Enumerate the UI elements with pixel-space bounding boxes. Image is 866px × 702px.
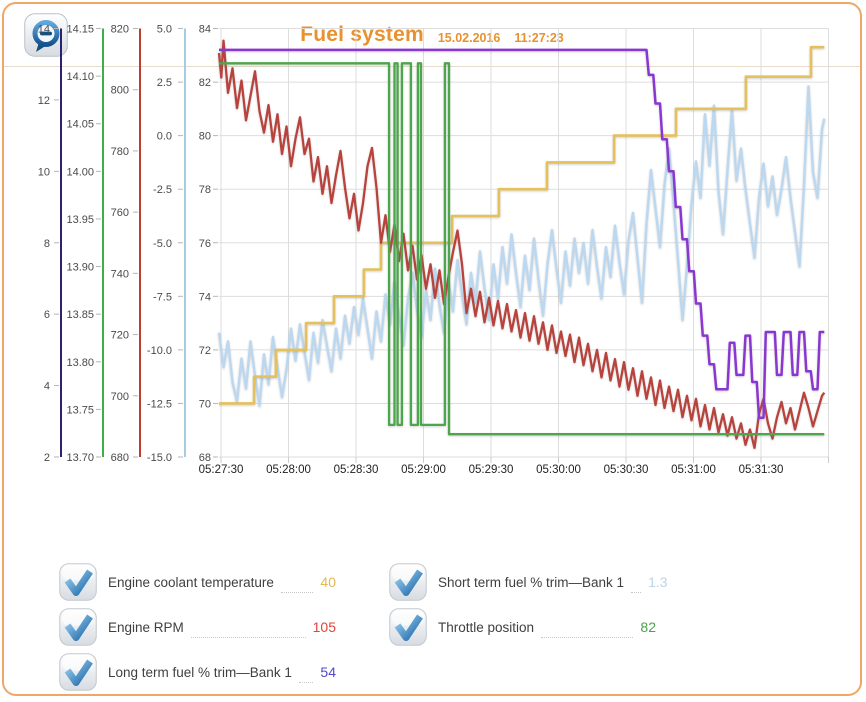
y-axis-tick-label: 13.80 [66,357,94,369]
legend-item-short-term-fuel-trim-bank-1: Short term fuel % trim—Bank 1 1.3 [389,562,668,602]
legend-item-engine-rpm: Engine RPM 105 [59,607,336,647]
x-axis-label: 05:27:30 [199,464,244,476]
legend: Engine coolant temperature 40 Engine RPM 10… [4,556,860,694]
legend-dotted-leader [631,592,642,593]
y-axis-tick-label: 680 [111,452,129,464]
legend-checkbox-long-term-fuel-trim-bank-1[interactable] [59,653,97,691]
legend-value: 1.3 [648,574,668,590]
series-line-engine-coolant-temperature [219,45,825,405]
y-axis-tick-label: 80 [199,131,211,143]
y-axis-tick-label: 68 [199,452,211,464]
y-axis-tick-label: 84 [199,24,211,36]
legend-checkbox-short-term-fuel-trim-bank-1[interactable] [389,563,427,601]
y-axis-tick-label: -12.5 [147,398,172,410]
legend-value: 82 [640,619,656,635]
legend-dotted-leader [280,592,314,593]
x-axis-label: 05:28:30 [334,464,379,476]
y-axis-tick-label: 0.0 [157,131,172,143]
x-axis-label: 05:31:30 [739,464,784,476]
y-axis-tick-label: -15.0 [147,452,172,464]
y-axis-tick-label: 10 [38,166,50,178]
y-axis-tick-label: 82 [199,77,211,89]
legend-value: 40 [320,574,336,590]
x-axis-label: 05:30:30 [604,464,649,476]
y-axis-tick-label: 8 [44,238,50,250]
y-axis-tick-label: 720 [111,330,129,342]
y-axis-tick-label: -7.5 [153,291,172,303]
legend-label: Long term fuel % trim—Bank 1 [108,664,292,680]
legend-dotted-leader [541,637,634,638]
legend-label: Engine coolant temperature [108,574,274,590]
header-date: 15.02.2016 [437,31,501,45]
y-axis-tick-label: 12 [38,95,50,107]
y-axis-tick-label: 14.05 [66,119,94,131]
y-axis-tick-label: 2 [44,452,50,464]
y-axis-tick-label: 72 [199,345,211,357]
y-axis-tick-label: 760 [111,207,129,219]
y-axis-tick-label: 13.95 [66,214,94,226]
chart-plot-area[interactable]: 14 12 10 8 6 4 2 14.15 14.10 14.05 14.00 13.95 13.90… [4,4,862,484]
y-axis-tick-label: 4 [44,381,50,393]
y-axis-tick-label: 78 [199,184,211,196]
legend-checkbox-engine-coolant-temperature[interactable] [59,563,97,601]
legend-dotted-leader [190,637,306,638]
legend-checkbox-engine-rpm[interactable] [59,608,97,646]
y-axis-tick-label: 780 [111,146,129,158]
y-axis-tick-label: 76 [199,238,211,250]
y-axis-tick-label: 13.75 [66,404,94,416]
y-axis-tick-label: 74 [199,291,211,303]
x-axis-label: 05:29:00 [401,464,446,476]
series-line-engine-rpm [217,39,826,449]
y-axis-tick-label: 70 [199,398,211,410]
legend-item-throttle-position: Throttle position 82 [389,607,656,647]
legend-item-long-term-fuel-trim-bank-1: Long term fuel % trim—Bank 1 54 [59,652,336,692]
y-axis-tick-label: 5.0 [157,24,172,36]
y-axis-tick-label: -10.0 [147,345,172,357]
y-axis-tick-label: 13.90 [66,262,94,274]
legend-item-engine-coolant-temperature: Engine coolant temperature 40 [59,562,336,602]
y-axis-tick-label: 14.10 [66,71,94,83]
legend-value: 105 [312,619,336,635]
x-axis-label: 05:31:00 [671,464,716,476]
y-axis-tick-label: 700 [111,391,129,403]
legend-value: 54 [320,664,336,680]
x-axis-label: 05:30:00 [536,464,581,476]
y-axis-tick-label: 13.70 [66,452,94,464]
x-axis-label: 05:29:30 [469,464,514,476]
zoom-out-magnifier-bubble-icon[interactable] [24,13,68,57]
series-line-long-term-fuel-trim-bank-1 [219,48,825,419]
y-axis-tick-label: 6 [44,309,50,321]
legend-dotted-leader [298,682,314,683]
x-axis-label: 05:28:00 [266,464,311,476]
y-axis-tick-label: 14.00 [66,166,94,178]
y-axis-tick-label: 14.15 [66,24,94,36]
y-axis-tick-label: 13.85 [66,309,94,321]
legend-label: Engine RPM [108,619,184,635]
legend-checkbox-throttle-position[interactable] [389,608,427,646]
series-line-short-term-fuel-trim-bank-1 [217,85,826,407]
y-axis-tick-label: -5.0 [153,238,172,250]
legend-label: Short term fuel % trim—Bank 1 [438,574,625,590]
y-axis-tick-label: -2.5 [153,184,172,196]
y-axis-tick-label: 800 [111,85,129,97]
header-time: 11:27:23 [514,31,564,45]
y-axis-tick-label: 2.5 [157,77,172,89]
legend-label: Throttle position [438,619,535,635]
y-axis-tick-label: 740 [111,268,129,280]
y-axis-tick-label: 14 [38,24,50,36]
y-axis-tick-label: 820 [111,24,129,36]
series-line-throttle-position [219,62,825,436]
